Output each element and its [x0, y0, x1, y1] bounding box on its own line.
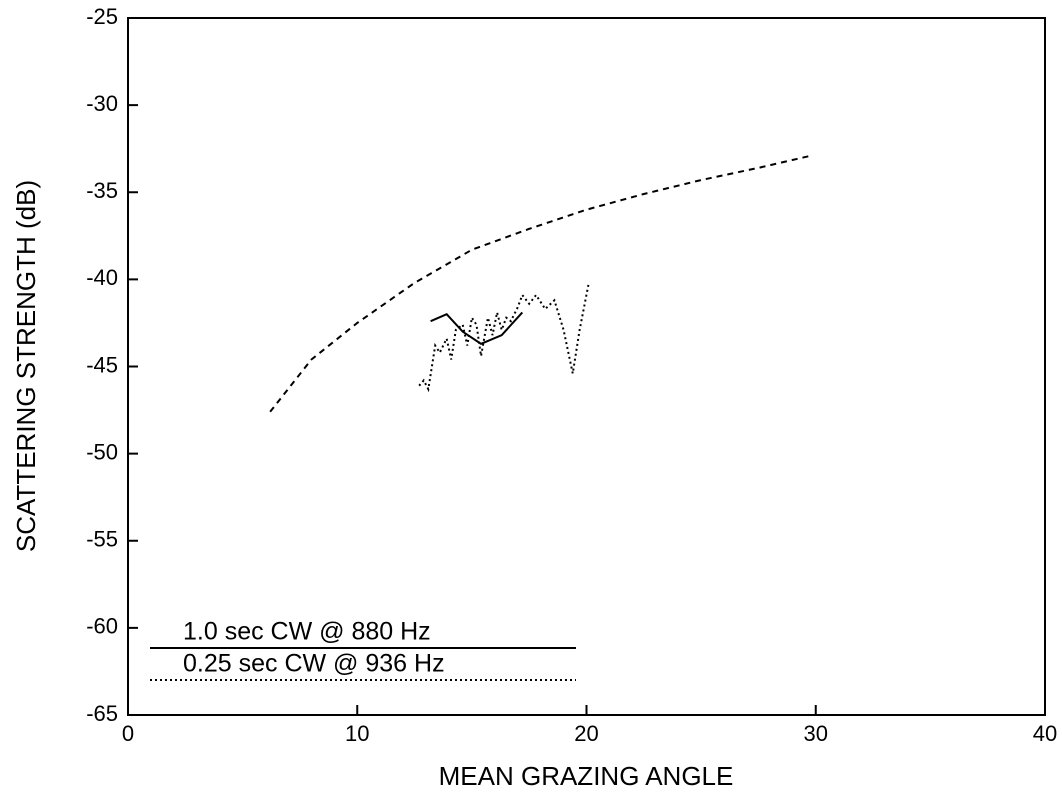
plot-frame	[127, 17, 1046, 716]
x-tick-label: 20	[574, 721, 598, 746]
y-tick-label: -30	[86, 91, 118, 116]
x-axis-label: MEAN GRAZING ANGLE	[439, 761, 734, 791]
y-tick-label: -40	[86, 265, 118, 290]
data-line	[269, 154, 812, 413]
x-tick-label: 10	[345, 721, 369, 746]
y-tick-label: -35	[86, 178, 118, 203]
y-axis-label: SCATTERING STRENGTH (dB)	[11, 180, 41, 552]
legend-label: 0.25 sec CW @ 936 Hz	[183, 650, 445, 678]
y-tick-label: -65	[86, 701, 118, 726]
y-tick-label: -25	[86, 4, 118, 29]
x-tick-label: 40	[1033, 721, 1057, 746]
data-line	[430, 311, 524, 345]
data-line	[418, 282, 590, 393]
y-tick-label: -50	[86, 439, 118, 464]
legend-label: 1.0 sec CW @ 880 Hz	[183, 618, 431, 646]
x-tick-label: 30	[804, 721, 828, 746]
x-tick-label: 0	[122, 721, 134, 746]
y-tick-label: -45	[86, 352, 118, 377]
y-tick-label: -60	[86, 614, 118, 639]
y-tick-label: -55	[86, 527, 118, 552]
